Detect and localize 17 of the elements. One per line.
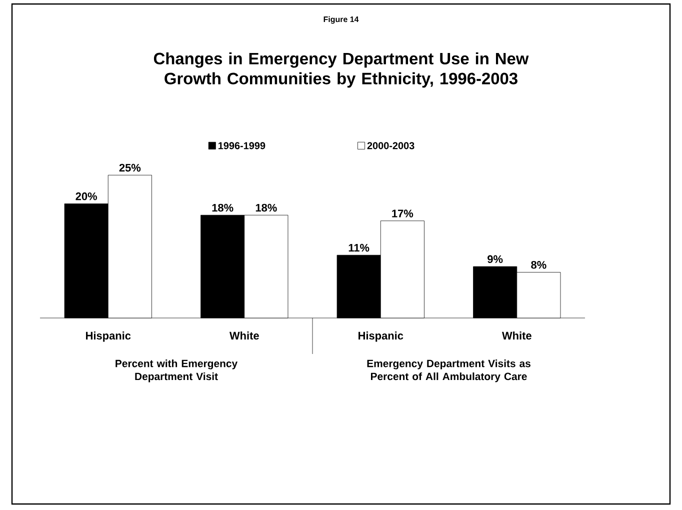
- x-tick-label: Hispanic: [86, 332, 131, 342]
- legend-label: 2000-2003: [367, 142, 414, 150]
- data-label: 18%: [256, 204, 277, 212]
- x-tick-label: White: [229, 332, 259, 340]
- text: Emergency Department Visits as Percent of All Ambulatory Care: [367, 360, 530, 382]
- text: Percent with Emergency Department Visit: [116, 360, 238, 382]
- data-label: 20%: [76, 192, 98, 200]
- data-label: 8%: [531, 261, 546, 269]
- chart-title: Changes in Emergency Department Use in New Growth Communities by Ethnicity, 1996-2003: [154, 52, 529, 88]
- x-tick-label: Hispanic: [358, 332, 404, 342]
- legend-label: 1996-1999: [218, 142, 266, 150]
- data-label: 11%: [348, 244, 370, 252]
- data-label: 9%: [488, 255, 503, 264]
- data-label: 25%: [119, 164, 141, 172]
- data-label: 18%: [212, 204, 234, 212]
- x-tick-label: White: [502, 332, 532, 340]
- data-label: 17%: [392, 210, 414, 218]
